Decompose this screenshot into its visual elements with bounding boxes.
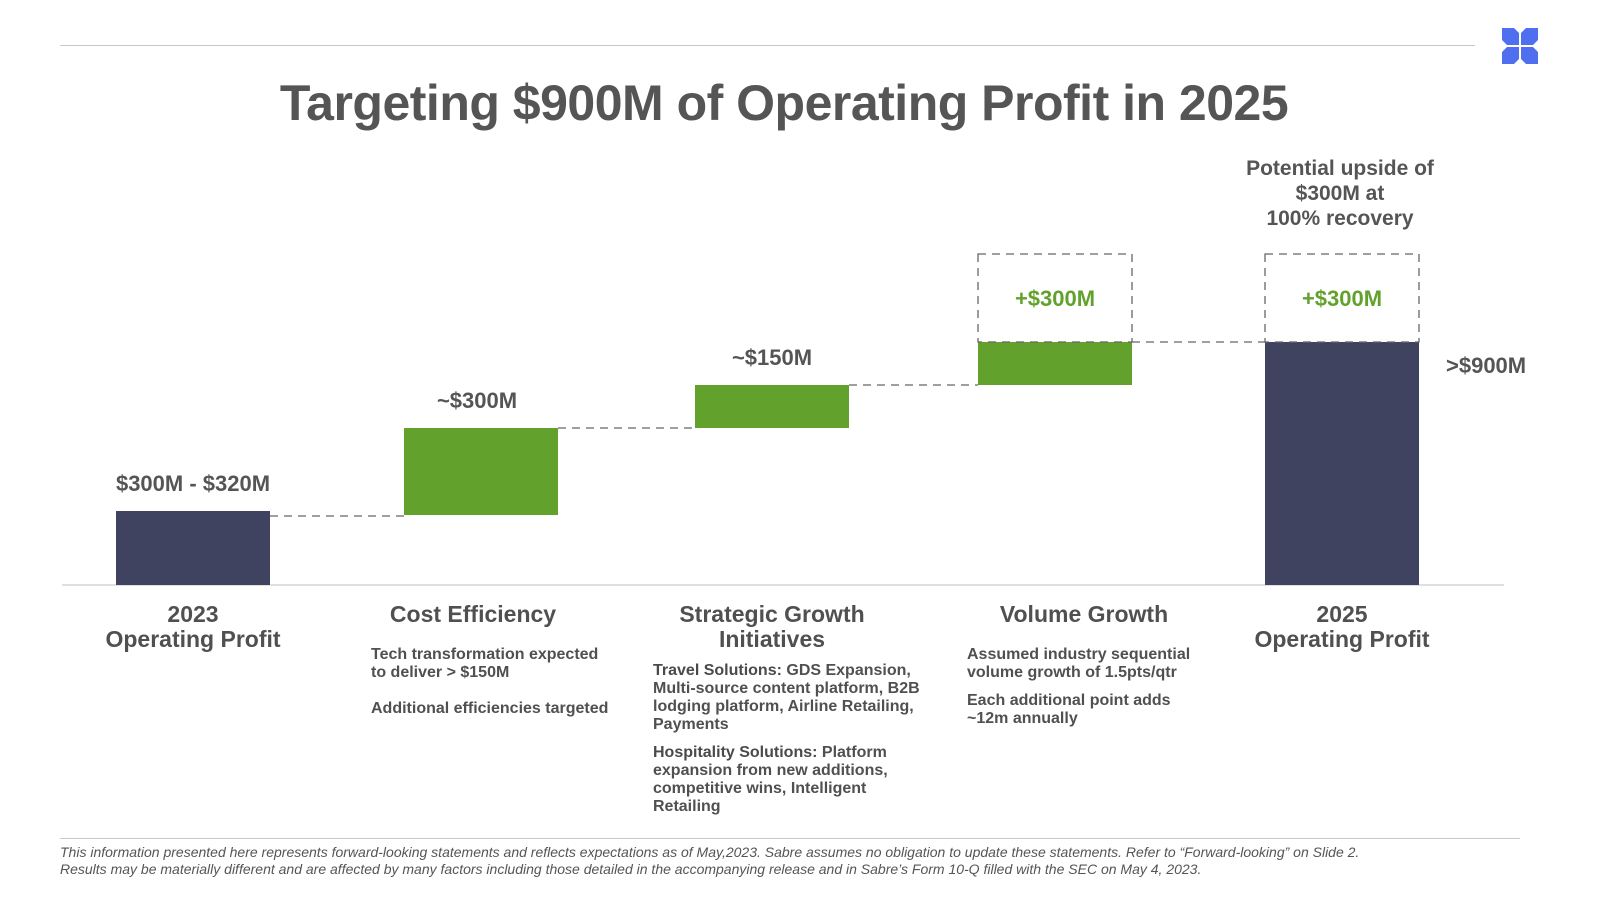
bar-4 (1265, 342, 1419, 585)
upside-label: +$300M (1302, 286, 1382, 311)
description-text: GDS Expansion, Multi-source content plat… (653, 662, 920, 733)
x-logo-icon (1502, 28, 1538, 64)
category-title-cost-efficiency: Cost Efficiency (363, 602, 583, 627)
category-title-2023: 2023 Operating Profit (93, 602, 293, 652)
description-text: Each additional point adds ~12m annually (967, 692, 1171, 727)
bar-3 (978, 342, 1132, 385)
category-title-line: Initiatives (718, 626, 826, 652)
description-text: Additional efficiencies targeted (371, 700, 609, 717)
upside-box (1264, 253, 1420, 343)
description-item: Additional efficiencies targeted (371, 700, 611, 718)
description-text: Platform expansion from new additions, c… (653, 744, 888, 815)
disclaimer: This information presented here represen… (60, 844, 1540, 878)
bar-1 (404, 428, 558, 515)
description-lead: Travel Solutions: (653, 662, 782, 679)
value-label: $300M - $320M (116, 471, 270, 496)
upside-note-line: Potential upside of (1246, 157, 1434, 180)
category-title-2025: 2025 Operating Profit (1242, 602, 1442, 652)
upside-note-line: $300M at (1295, 182, 1385, 205)
cost-efficiency-description: Tech transformation expected to deliver … (371, 646, 611, 728)
bar-0 (116, 511, 270, 585)
footer-rule (60, 838, 1520, 839)
category-title-line: Volume Growth (999, 601, 1169, 627)
top-rule (60, 45, 1475, 46)
upside-note: Potential upside of $300M at 100% recove… (1230, 156, 1450, 231)
description-text: Tech transformation expected to deliver … (371, 646, 599, 681)
disclaimer-line: Results may be materially different and … (60, 861, 1202, 877)
strategic-growth-description: Travel Solutions: GDS Expansion, Multi-s… (653, 662, 928, 826)
description-lead: Hospitality Solutions: (653, 744, 818, 761)
description-item: Hospitality Solutions: Platform expansio… (653, 744, 928, 816)
value-label: ~$150M (732, 345, 812, 370)
description-text: Assumed industry sequential volume growt… (967, 646, 1191, 681)
value-label: ~$300M (437, 388, 517, 413)
volume-growth-description: Assumed industry sequential volume growt… (967, 646, 1207, 738)
upside-box (977, 253, 1133, 343)
category-title-line: Operating Profit (105, 626, 281, 652)
bar-2 (695, 385, 849, 428)
category-title-strategic-growth: Strategic Growth Initiatives (652, 602, 892, 652)
category-title-volume-growth: Volume Growth (974, 602, 1194, 627)
description-item: Travel Solutions: GDS Expansion, Multi-s… (653, 662, 928, 734)
description-item: Assumed industry sequential volume growt… (967, 646, 1207, 682)
upside-note-line: 100% recovery (1266, 207, 1414, 230)
page-title: Targeting $900M of Operating Profit in 2… (279, 75, 1289, 131)
category-title-line: 2025 (1316, 601, 1368, 627)
value-label: >$900M (1446, 353, 1526, 378)
category-title-line: Strategic Growth (679, 601, 865, 627)
category-title-line: 2023 (167, 601, 219, 627)
description-item: Tech transformation expected to deliver … (371, 646, 611, 682)
description-item: Each additional point adds ~12m annually (967, 692, 1207, 728)
upside-label: +$300M (1015, 286, 1095, 311)
disclaimer-line: This information presented here represen… (60, 844, 1360, 860)
category-title-line: Cost Efficiency (389, 601, 557, 627)
category-title-line: Operating Profit (1254, 626, 1430, 652)
